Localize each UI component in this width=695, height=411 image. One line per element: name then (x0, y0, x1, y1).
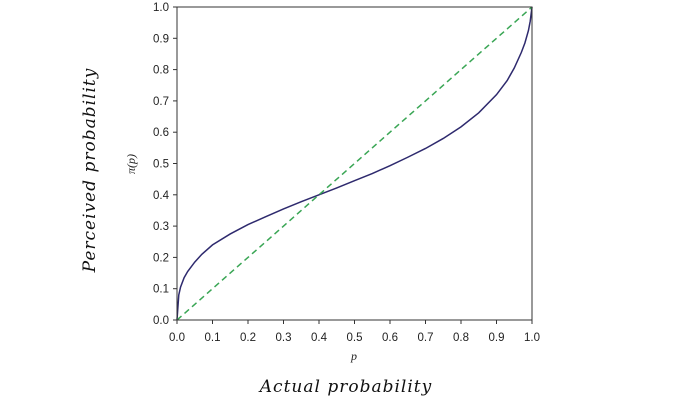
y-tick-label: 0.7 (153, 96, 169, 108)
y-tick-label: 0.1 (153, 284, 169, 296)
x-tick-label: 0.1 (205, 332, 221, 344)
x-axis-label: p (350, 349, 357, 363)
x-tick-label: 0.2 (240, 332, 256, 344)
y-tick-label: 0.5 (153, 159, 169, 171)
y-tick-label: 0.3 (153, 221, 169, 233)
y-tick-label: 0.6 (153, 127, 169, 139)
y-tick-label: 0.2 (153, 252, 169, 264)
y-tick-label: 0.8 (153, 65, 169, 77)
x-tick-label: 0.3 (276, 332, 292, 344)
x-tick-label: 1.0 (524, 332, 540, 344)
x-tick-label: 0.4 (311, 332, 328, 344)
y-tick-label: 0.9 (153, 33, 169, 45)
plot-frame (176, 6, 533, 321)
y-axis-label: π(p) (124, 154, 138, 174)
x-tick-label: 0.5 (347, 332, 363, 344)
outer-y-label: Perceived probability (80, 68, 100, 274)
y-tick-label: 1.0 (153, 2, 169, 14)
y-tick-label: 0.0 (153, 315, 169, 327)
x-tick-label: 0.9 (489, 332, 505, 344)
reference-line-dashed (176, 6, 533, 321)
x-tick-label: 0.0 (169, 332, 185, 344)
x-tick-label: 0.7 (418, 332, 434, 344)
x-tick-label: 0.8 (453, 332, 469, 344)
y-tick-label: 0.4 (153, 190, 170, 202)
x-tick-label: 0.6 (382, 332, 398, 344)
weighting-curve-line (176, 6, 533, 321)
outer-x-label: Actual probability (258, 377, 432, 397)
